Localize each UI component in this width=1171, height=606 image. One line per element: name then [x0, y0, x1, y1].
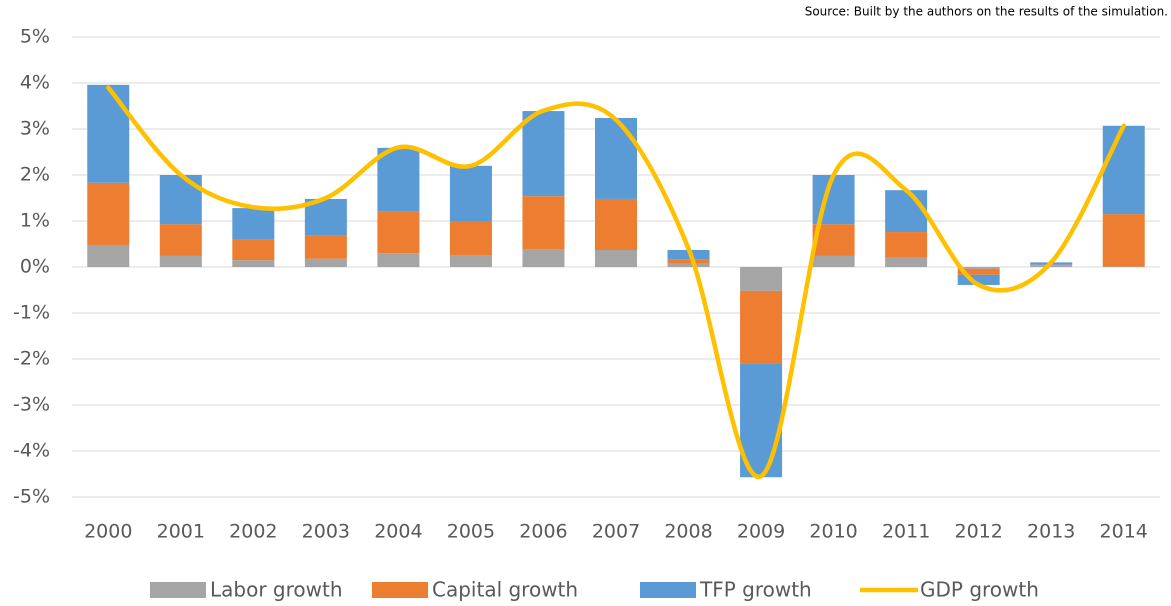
legend-swatch	[150, 582, 206, 598]
bar-segment	[232, 239, 275, 261]
legend-label: GDP growth	[920, 578, 1039, 602]
x-tick-label: 2001	[157, 521, 205, 543]
bar-segment	[885, 257, 928, 267]
bar-segment	[87, 84, 130, 183]
bar-segment	[740, 363, 783, 478]
bar-segment	[377, 147, 420, 212]
y-tick-label: -4%	[13, 440, 50, 462]
legend-label: TFP growth	[699, 578, 812, 602]
source-note: Source: Built by the authors on the resu…	[805, 5, 1168, 19]
bar-segment	[740, 290, 783, 364]
x-tick-label: 2010	[809, 521, 857, 543]
bar-segment	[885, 190, 928, 233]
bar-segment	[1030, 265, 1073, 267]
x-tick-label: 2004	[374, 521, 422, 543]
bar-segment	[522, 249, 565, 267]
x-tick-label: 2011	[882, 521, 930, 543]
legend-label: Capital growth	[432, 578, 578, 602]
bar-segment	[595, 249, 637, 267]
bar-segment	[449, 165, 492, 221]
y-tick-label: -2%	[13, 348, 50, 370]
x-tick-label: 2008	[664, 521, 712, 543]
bar-segment	[449, 221, 492, 256]
bar-segment	[740, 267, 783, 291]
x-tick-label: 2013	[1027, 521, 1075, 543]
bar-segment	[304, 235, 347, 259]
x-tick-label: 2012	[954, 521, 1002, 543]
bar-segment	[159, 224, 202, 256]
x-tick-label: 2000	[84, 521, 132, 543]
y-tick-label: 3%	[20, 118, 50, 140]
x-tick-label: 2003	[302, 521, 350, 543]
y-tick-label: 2%	[20, 164, 50, 186]
bar-segment	[957, 267, 1000, 269]
bar-segment	[1102, 214, 1145, 267]
bar-segment	[667, 259, 710, 264]
legend-label: Labor growth	[210, 578, 343, 602]
x-tick-label: 2009	[737, 521, 785, 543]
bar-segment	[304, 258, 347, 267]
bar-segment	[87, 182, 130, 245]
bar-segment	[159, 255, 202, 267]
bar-segment	[522, 111, 565, 197]
bar-segment	[667, 263, 710, 267]
x-tick-label: 2014	[1100, 521, 1148, 543]
bar-segment	[449, 255, 492, 267]
bar-segment	[159, 175, 202, 225]
bar-segment	[595, 198, 637, 250]
bar-segment	[812, 255, 855, 267]
x-tick-label: 2007	[592, 521, 640, 543]
x-tick-label: 2002	[229, 521, 277, 543]
line-series	[106, 85, 1126, 479]
bar-segment	[377, 211, 420, 254]
y-tick-label: 0%	[20, 256, 50, 278]
bar-segment	[232, 208, 275, 240]
bar-segment	[377, 253, 420, 267]
bar-segment	[232, 260, 275, 267]
bar-segment	[885, 232, 928, 258]
legend-swatch	[372, 582, 428, 598]
bar-segment	[522, 196, 565, 250]
bar-segment	[957, 274, 1000, 285]
bar-segment	[1102, 125, 1145, 215]
y-tick-label: 1%	[20, 210, 50, 232]
y-tick-label: -5%	[13, 486, 50, 508]
bar-segment	[957, 268, 1000, 275]
x-tick-label: 2006	[519, 521, 567, 543]
bar-segment	[595, 117, 637, 199]
y-tick-label: -1%	[13, 302, 50, 324]
y-tick-label: -3%	[13, 394, 50, 416]
legend-swatch	[640, 582, 696, 598]
y-tick-label: 5%	[20, 26, 50, 48]
bar-segment	[87, 244, 130, 267]
y-tick-label: 4%	[20, 72, 50, 94]
x-tick-label: 2005	[447, 521, 495, 543]
